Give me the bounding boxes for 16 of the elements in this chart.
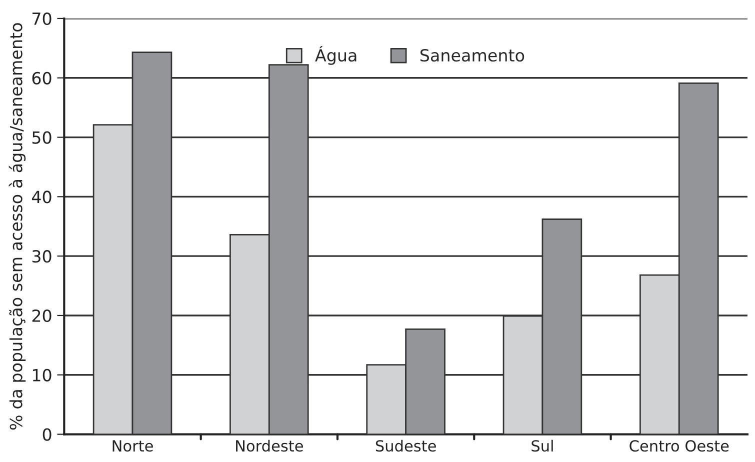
y-tick-label: 0 bbox=[42, 428, 52, 441]
legend-label: Saneamento bbox=[420, 49, 524, 62]
y-tick-label: 20 bbox=[32, 309, 52, 322]
y-tick-label: 30 bbox=[32, 250, 52, 263]
x-tick-label: Sudeste bbox=[376, 440, 436, 452]
x-tick-label: Centro Oeste bbox=[630, 440, 729, 452]
y-tick-label: 70 bbox=[32, 12, 52, 26]
y-tick-label: 60 bbox=[32, 72, 52, 84]
y-tick-label: 50 bbox=[32, 131, 52, 144]
y-tick-label: 10 bbox=[32, 368, 52, 382]
y-axis-title: % da população sem acesso à água/saneamento bbox=[8, 23, 26, 430]
x-tick-label: Sul bbox=[532, 440, 553, 452]
legend-label: Água bbox=[315, 46, 356, 65]
x-tick-label: Norte bbox=[112, 440, 153, 452]
x-tick-label: Nordeste bbox=[236, 440, 303, 452]
y-tick-label: 40 bbox=[32, 190, 52, 204]
